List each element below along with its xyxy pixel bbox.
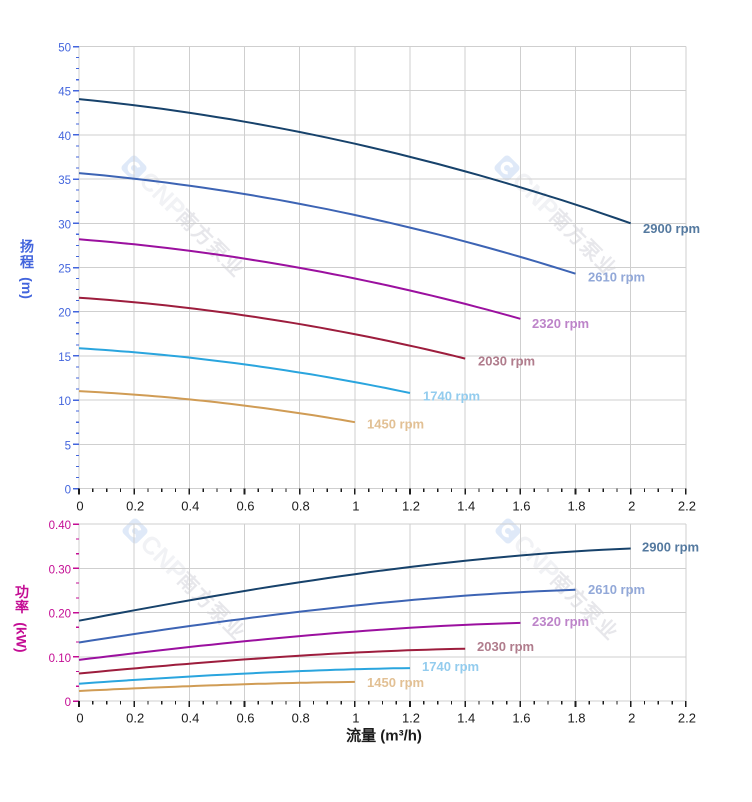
svg-text:2320 rpm: 2320 rpm	[532, 614, 589, 629]
svg-text:1.4: 1.4	[457, 710, 475, 725]
svg-text:(m): (m)	[19, 277, 35, 299]
svg-text:率: 率	[15, 599, 29, 615]
svg-text:1.4: 1.4	[457, 498, 475, 513]
svg-text:0: 0	[65, 485, 71, 497]
svg-text:25: 25	[58, 264, 71, 276]
svg-text:流量 (m³/h): 流量 (m³/h)	[346, 727, 422, 745]
svg-text:南方泵业: 南方泵业	[546, 567, 624, 645]
svg-text:1: 1	[352, 498, 359, 513]
svg-text:0.40: 0.40	[49, 520, 71, 532]
svg-text:1.2: 1.2	[402, 710, 420, 725]
svg-text:0: 0	[76, 498, 83, 513]
svg-text:0.4: 0.4	[181, 710, 199, 725]
svg-text:2: 2	[628, 710, 635, 725]
svg-text:0.10: 0.10	[49, 653, 71, 665]
svg-text:0: 0	[76, 710, 83, 725]
svg-text:45: 45	[58, 87, 71, 99]
svg-text:1740 rpm: 1740 rpm	[422, 659, 479, 674]
svg-text:5: 5	[65, 440, 71, 452]
svg-text:0.20: 0.20	[49, 609, 71, 621]
svg-text:2: 2	[628, 498, 635, 513]
svg-text:1.8: 1.8	[567, 498, 585, 513]
svg-text:南方泵业: 南方泵业	[173, 567, 251, 645]
svg-text:2900 rpm: 2900 rpm	[642, 540, 699, 555]
svg-text:2.2: 2.2	[678, 498, 696, 513]
svg-text:50: 50	[58, 43, 71, 55]
svg-text:扬: 扬	[20, 239, 34, 255]
svg-text:0.8: 0.8	[292, 710, 310, 725]
svg-text:2030 rpm: 2030 rpm	[477, 639, 534, 654]
svg-text:2900 rpm: 2900 rpm	[643, 221, 700, 236]
svg-text:功: 功	[15, 584, 29, 600]
svg-text:0.6: 0.6	[236, 710, 254, 725]
svg-text:1.6: 1.6	[512, 498, 530, 513]
svg-text:0.2: 0.2	[126, 710, 144, 725]
svg-text:10: 10	[58, 396, 71, 408]
svg-text:1450 rpm: 1450 rpm	[367, 417, 424, 432]
svg-text:15: 15	[58, 352, 71, 364]
svg-text:1.8: 1.8	[567, 710, 585, 725]
svg-text:0.30: 0.30	[49, 564, 71, 576]
svg-text:2610 rpm: 2610 rpm	[588, 582, 645, 597]
svg-text:南方泵业: 南方泵业	[172, 204, 250, 282]
svg-text:2320 rpm: 2320 rpm	[532, 316, 589, 331]
svg-text:1.6: 1.6	[512, 710, 530, 725]
svg-text:35: 35	[58, 175, 71, 187]
svg-text:0.6: 0.6	[236, 498, 254, 513]
svg-text:1450 rpm: 1450 rpm	[367, 675, 424, 690]
svg-text:(kW): (kW)	[14, 622, 30, 652]
svg-text:1740 rpm: 1740 rpm	[423, 389, 480, 404]
svg-text:20: 20	[58, 308, 71, 320]
svg-text:程: 程	[20, 254, 34, 270]
svg-text:40: 40	[58, 131, 71, 143]
svg-text:0: 0	[65, 697, 71, 709]
svg-text:1: 1	[352, 710, 359, 725]
svg-text:2.2: 2.2	[678, 710, 696, 725]
svg-text:1.2: 1.2	[402, 498, 420, 513]
svg-text:0.2: 0.2	[126, 498, 144, 513]
svg-text:0.8: 0.8	[292, 498, 310, 513]
svg-text:0.4: 0.4	[181, 498, 199, 513]
svg-text:2610 rpm: 2610 rpm	[588, 270, 645, 285]
svg-text:2030 rpm: 2030 rpm	[478, 354, 535, 369]
svg-text:30: 30	[58, 219, 71, 231]
